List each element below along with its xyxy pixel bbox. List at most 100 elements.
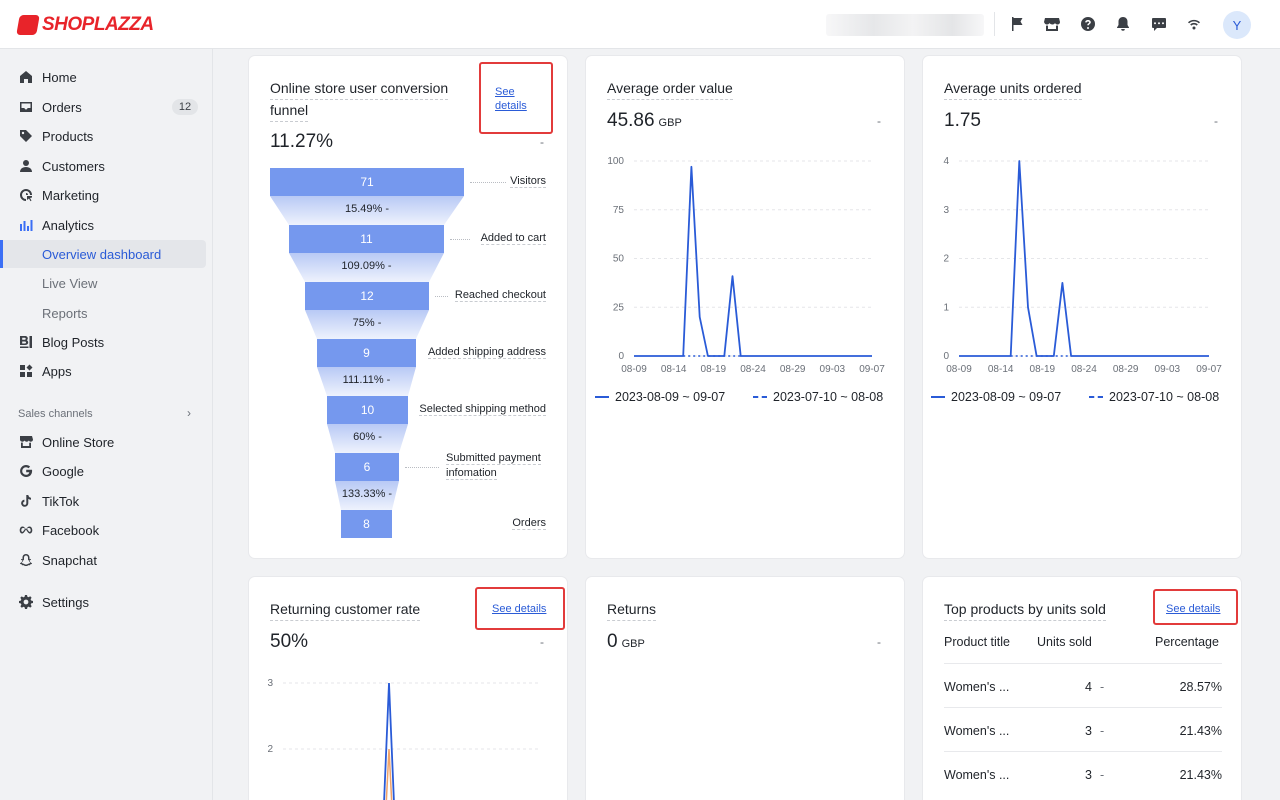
legend-previous[interactable]: 2023-07-10 ~ 08-08: [1089, 390, 1219, 404]
sidebar-item-tiktok[interactable]: TikTok: [0, 487, 206, 515]
change-cell: -: [1100, 724, 1105, 738]
table-row[interactable]: Women's ... 3 - 21.43%: [944, 751, 1222, 795]
see-details-link[interactable]: See details: [1166, 603, 1221, 615]
funnel-step-label: Added shipping address: [427, 346, 546, 359]
legend-dashed-swatch: [1089, 396, 1103, 398]
funnel-leader-line: [405, 467, 439, 468]
y-tick-label: 100: [607, 156, 624, 167]
legend-current[interactable]: 2023-08-09 ~ 09-07: [931, 390, 1061, 404]
card-title: Returning customer rate: [270, 599, 421, 621]
funnel-bar[interactable]: 71: [270, 168, 464, 196]
funnel-bar[interactable]: 9: [317, 339, 416, 367]
sidebar-item-label: Customers: [42, 159, 105, 174]
bell-icon[interactable]: [1112, 13, 1134, 35]
sidebar-item-orders[interactable]: Orders 12: [0, 93, 206, 121]
legend-solid-swatch: [595, 396, 609, 398]
sidebar-item-overview-dashboard[interactable]: Overview dashboard: [0, 240, 206, 268]
x-tick-label: 08-29: [780, 364, 806, 375]
store-name-blurred[interactable]: [826, 14, 984, 36]
sidebar-item-products[interactable]: Products: [0, 122, 206, 150]
comparison-dash: -: [877, 635, 881, 649]
sidebar-item-label: Reports: [42, 306, 88, 321]
see-details-link[interactable]: See details: [492, 603, 547, 615]
funnel-bar[interactable]: 11: [289, 225, 444, 253]
apps-icon: [19, 364, 33, 378]
funnel-connector: [317, 367, 416, 396]
sidebar-item-online-store[interactable]: Online Store: [0, 428, 206, 456]
highlight-box: [475, 587, 565, 630]
bar-chart-icon: [19, 218, 33, 232]
funnel-connector: [289, 253, 444, 282]
home-icon: [19, 70, 33, 84]
units-cell: 3: [1085, 768, 1092, 782]
sidebar-item-home[interactable]: Home: [0, 63, 206, 91]
product-title-cell[interactable]: Women's ...: [944, 680, 1010, 694]
sidebar-item-label: Analytics: [42, 218, 95, 233]
returning-rate-chart: 32: [267, 678, 539, 800]
funnel-conversion-rate: 75% -: [352, 317, 382, 329]
column-header-product-title[interactable]: Product title: [944, 635, 1011, 649]
returning-rate-value: 50%: [270, 631, 309, 652]
sidebar-item-snapchat[interactable]: Snapchat: [0, 546, 206, 574]
sidebar-item-blog-posts[interactable]: Blog Posts: [0, 328, 206, 356]
person-icon: [19, 159, 33, 173]
sidebar: Home Orders 12 Products Customers Market…: [0, 49, 213, 800]
chat-icon[interactable]: [1148, 13, 1170, 35]
legend-current[interactable]: 2023-08-09 ~ 09-07: [595, 390, 725, 404]
meta-icon: [19, 523, 33, 537]
legend-previous[interactable]: 2023-07-10 ~ 08-08: [753, 390, 883, 404]
percentage-cell: 21.43%: [1179, 768, 1222, 782]
sidebar-item-apps[interactable]: Apps: [0, 357, 206, 385]
funnel-conversion-rate: 111.11% -: [342, 374, 391, 386]
help-icon[interactable]: [1077, 13, 1099, 35]
target-icon: [19, 188, 33, 202]
sidebar-item-live-view[interactable]: Live View: [0, 269, 206, 297]
aov-value: 45.86 GBP: [607, 110, 682, 131]
sidebar-item-label: Overview dashboard: [42, 247, 162, 262]
avatar[interactable]: Y: [1223, 11, 1251, 39]
units-cell: 3: [1085, 724, 1092, 738]
funnel-step-label: Selected shipping method: [419, 403, 546, 416]
wifi-icon[interactable]: [1183, 13, 1205, 35]
column-header-percentage[interactable]: Percentage: [1155, 635, 1219, 649]
y-tick-label: 4: [943, 156, 949, 167]
funnel-conversion-rate: 15.49% -: [344, 203, 390, 215]
funnel-leader-line: [470, 182, 506, 183]
store-icon[interactable]: [1041, 13, 1063, 35]
sidebar-item-settings[interactable]: Settings: [0, 588, 206, 616]
percentage-cell: 28.57%: [1179, 680, 1222, 694]
funnel-bar[interactable]: 12: [305, 282, 429, 310]
sidebar-item-analytics[interactable]: Analytics: [0, 211, 206, 239]
sidebar-item-marketing[interactable]: Marketing: [0, 181, 206, 209]
funnel-conversion-rate: 133.33% -: [341, 488, 393, 500]
units-line-chart: 0 1 2 3 4 08-09 08-14 08-19 08-24 08-29 09-03 09-07: [943, 156, 1222, 375]
table-row[interactable]: Women's ... 4 - 28.57%: [944, 663, 1222, 707]
flag-icon[interactable]: [1006, 13, 1028, 35]
y-tick-label: 2: [943, 254, 949, 265]
product-title-cell[interactable]: Women's ...: [944, 724, 1010, 738]
chevron-right-icon[interactable]: ›: [187, 406, 191, 420]
series-current-line: [383, 682, 395, 800]
sidebar-item-label: Orders: [42, 100, 82, 115]
table-row[interactable]: Women's ... 3 - 21.43%: [944, 707, 1222, 751]
y-tick-label: 2: [267, 744, 273, 755]
funnel-bar[interactable]: 6: [335, 453, 399, 481]
funnel-step-label: Orders: [512, 517, 546, 530]
sales-channels-heading: Sales channels: [18, 408, 93, 420]
sidebar-item-reports[interactable]: Reports: [0, 299, 206, 327]
x-tick-label: 09-03: [820, 364, 846, 375]
see-details-link[interactable]: See details: [495, 86, 527, 112]
logo-mark-icon: [16, 15, 40, 35]
column-header-units-sold[interactable]: Units sold: [1037, 635, 1092, 649]
shoplazza-logo[interactable]: SHOPLAZZA: [16, 14, 154, 36]
funnel-bar[interactable]: 8: [341, 510, 392, 538]
y-tick-label: 3: [267, 678, 273, 689]
percentage-cell: 21.43%: [1179, 724, 1222, 738]
x-tick-label: 08-29: [1113, 364, 1139, 375]
product-title-cell[interactable]: Women's ...: [944, 768, 1010, 782]
sidebar-item-google[interactable]: Google: [0, 457, 206, 485]
funnel-bar[interactable]: 10: [327, 396, 408, 424]
sidebar-item-facebook[interactable]: Facebook: [0, 516, 206, 544]
funnel-step-label: Submitted payment infomation: [446, 452, 541, 480]
sidebar-item-customers[interactable]: Customers: [0, 152, 206, 180]
